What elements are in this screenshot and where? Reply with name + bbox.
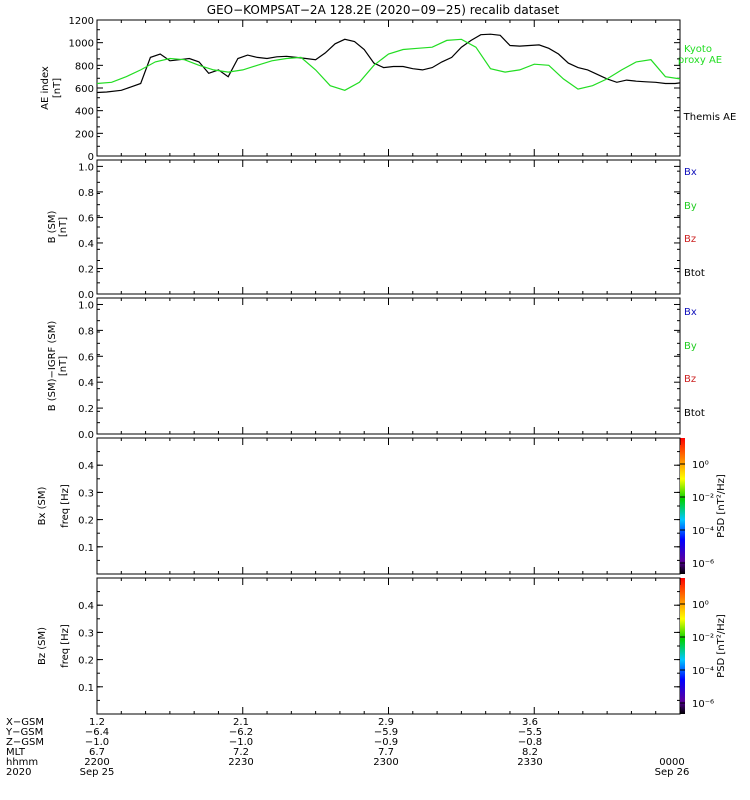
ephemeris-value: 2.9 — [378, 717, 394, 728]
bigrf-legend-bx: Bx — [684, 307, 697, 318]
chart-marks: 0200400600800100012000.00.20.40.60.81.00… — [69, 16, 714, 715]
bigrf-ylabel-unit: [nT] — [58, 356, 69, 376]
ephemeris-row-label: 2020 — [6, 767, 32, 778]
ephemeris-value: 3.6 — [522, 717, 538, 728]
legend-themis: Themis AE — [683, 112, 737, 123]
legend-kyoto: Kyoto — [684, 44, 712, 55]
b-legend-bx: Bx — [684, 167, 697, 178]
bz_psd-ytick-label: 0.3 — [78, 628, 94, 639]
ephemeris-value: −6.2 — [228, 727, 254, 738]
ephemeris-row-label: Y−GSM — [6, 727, 44, 738]
bigrf-ytick-label: 0.8 — [78, 326, 94, 337]
b-ytick-label: 1.0 — [78, 162, 94, 173]
bx_psd-cbar-tick-label: 10⁻² — [692, 493, 714, 504]
ephemeris-value: 7.7 — [378, 747, 394, 758]
ae-panel-frame — [96, 19, 681, 157]
ephemeris-value: 6.7 — [89, 747, 105, 758]
bx_psd-ytick-label: 0.4 — [78, 461, 94, 472]
ephemeris-value: −1.0 — [84, 737, 110, 748]
bx_psd-cbar-tick-label: 10⁰ — [692, 460, 709, 471]
ae-ylabel-unit: [nT] — [52, 78, 63, 98]
bx_psd-cbar-tick-label: 10⁻⁶ — [692, 559, 714, 570]
ephemeris-row-label: hhmm — [6, 757, 39, 768]
ae-ytick-label: 200 — [75, 129, 94, 140]
b-ytick-label: 0.2 — [78, 264, 94, 275]
bigrf-ytick-label: 0.0 — [78, 430, 94, 441]
ephemeris-value: −1.0 — [228, 737, 254, 748]
b-ytick-label: 0.0 — [78, 290, 94, 301]
ephemeris-row-label: Z−GSM — [6, 737, 44, 748]
bz_psd-cbar-tick-label: 10⁰ — [692, 600, 709, 611]
legend-kyoto-proxy: proxy AE — [678, 55, 722, 66]
b-panel-frame — [96, 159, 681, 295]
ae-ytick-label: 600 — [75, 84, 94, 95]
bigrf-legend-bz: Bz — [684, 374, 696, 385]
bigrf-legend-by: By — [684, 341, 697, 352]
ephemeris-value: 2200 — [84, 757, 110, 768]
bx_psd-cbar-tick-label: 10⁻⁴ — [692, 526, 714, 537]
ephemeris-value: −6.4 — [84, 727, 110, 738]
bz-psd-ylabel-unit: freq [Hz] — [60, 624, 71, 668]
bx-psd-ylabel: Bx (SM) — [37, 487, 48, 526]
b-ytick-label: 0.6 — [78, 213, 94, 224]
bx-psd-colorbar — [680, 438, 685, 574]
b-legend-btot: Btot — [684, 268, 705, 279]
bz_psd-ytick-label: 0.4 — [78, 601, 94, 612]
bigrf-ylabel: B (SM)−IGRF (SM) — [47, 321, 58, 412]
ephemeris-value: 7.2 — [233, 747, 249, 758]
bigrf-legend-btot: Btot — [684, 408, 705, 419]
bz_psd-cbar-tick-label: 10⁻⁴ — [692, 666, 714, 677]
ephemeris-value: −0.9 — [373, 737, 399, 748]
b-ylabel: B (SM) — [47, 210, 58, 243]
bz_psd-cbar-tick-label: 10⁻⁶ — [692, 699, 714, 710]
ephemeris-value: Sep 26 — [654, 767, 690, 778]
ephemeris-value: 2.1 — [233, 717, 249, 728]
chart-title: GEO−KOMPSAT−2A 128.2E (2020−09−25) recal… — [207, 3, 560, 17]
bx_psd-ytick-label: 0.3 — [78, 488, 94, 499]
ephemeris-value: 2300 — [373, 757, 399, 768]
bx-psd-panel-frame — [96, 437, 681, 575]
bz_psd-ytick-label: 0.1 — [78, 683, 94, 694]
bigrf-ytick-label: 0.2 — [78, 404, 94, 415]
ephemeris-value: −0.8 — [517, 737, 543, 748]
b-ylabel-unit: [nT] — [58, 217, 69, 237]
ae-ylabel: AE index — [40, 66, 51, 110]
bigrf-panel-frame — [96, 297, 681, 435]
ae-ytick-label: 400 — [75, 107, 94, 118]
themis-ae-line — [96, 33, 681, 94]
b-legend-by: By — [684, 201, 697, 212]
b-ytick-label: 0.8 — [78, 188, 94, 199]
ephemeris-value: −5.5 — [517, 727, 543, 738]
bx-psd-ylabel-unit: freq [Hz] — [60, 484, 71, 528]
b-ytick-label: 0.4 — [78, 239, 94, 250]
bigrf-ytick-label: 1.0 — [78, 300, 94, 311]
bigrf-ytick-label: 0.6 — [78, 352, 94, 363]
bz_psd-cbar-tick-label: 10⁻² — [692, 633, 714, 644]
bz-psd-colorbar — [680, 578, 685, 714]
bz_psd-ytick-label: 0.2 — [78, 656, 94, 667]
ephemeris-value: 2330 — [517, 757, 543, 768]
ephemeris-value: −5.9 — [373, 727, 399, 738]
ae-ytick-label: 1200 — [69, 16, 94, 27]
ae-ytick-label: 800 — [75, 61, 94, 72]
ae-ytick-label: 1000 — [69, 39, 94, 50]
ephemeris-value: Sep 25 — [79, 767, 115, 778]
bx_psd-ytick-label: 0.2 — [78, 516, 94, 527]
ephemeris-value: 2230 — [228, 757, 254, 768]
ephemeris-value: 8.2 — [522, 747, 538, 758]
ae-ytick-label: 0 — [88, 152, 94, 163]
ephemeris-value: 0000 — [659, 757, 685, 768]
bx-psd-cbar-label: PSD [nT²/Hz] — [716, 474, 727, 538]
b-legend-bz: Bz — [684, 234, 696, 245]
bx_psd-ytick-label: 0.1 — [78, 543, 94, 554]
bz-psd-panel-frame — [96, 577, 681, 715]
ephemeris-row-label: MLT — [6, 747, 25, 758]
ephemeris-row-label: X−GSM — [6, 717, 44, 728]
kyoto-proxy-ae-line — [96, 38, 681, 91]
bigrf-ytick-label: 0.4 — [78, 378, 94, 389]
bz-psd-cbar-label: PSD [nT²/Hz] — [716, 614, 727, 678]
ephemeris-value: 1.2 — [89, 717, 105, 728]
bz-psd-ylabel: Bz (SM) — [37, 627, 48, 665]
